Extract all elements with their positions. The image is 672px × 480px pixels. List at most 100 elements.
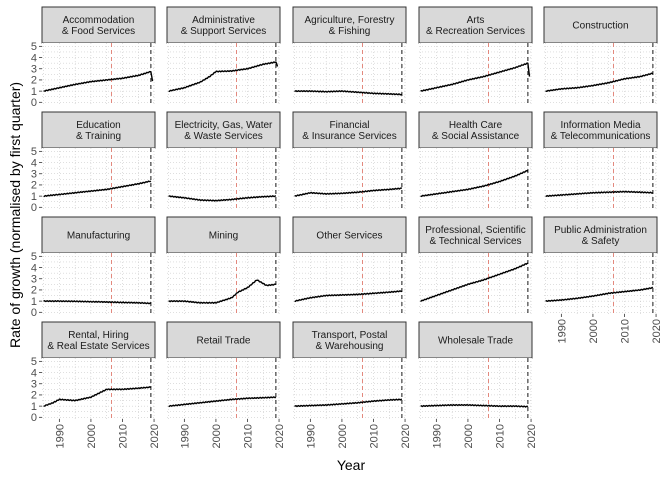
y-axis-title: Rate of growth (normalised by first quar…: [7, 82, 23, 348]
facet-strip-label: Transport, Postal: [312, 330, 388, 341]
y-tick-label: 5: [31, 356, 37, 368]
facet-strip-label: Professional, Scientific: [425, 225, 526, 236]
x-axis-title: Year: [337, 457, 366, 473]
facet-strip-label: & Warehousing: [316, 341, 384, 352]
facet-strip-label: & Technical Services: [429, 236, 521, 247]
facet-strip-label: Construction: [572, 21, 628, 32]
x-tick-label: 1990: [556, 319, 568, 343]
facet-strip-label: Education: [76, 120, 120, 131]
facet-strip-label: Rental, Hiring: [68, 330, 129, 341]
facet-panels: Accommodation& Food Services012345Admini…: [31, 6, 658, 424]
facet-strip-label: Wholesale Trade: [438, 336, 513, 347]
facet-panel: Agriculture, Forestry& Fishing: [292, 6, 407, 104]
facet-panel: Administrative& Support Services: [166, 6, 281, 104]
facet-panel: Retail Trade: [166, 321, 281, 419]
y-tick-label: 3: [31, 169, 37, 181]
x-tick-label: 1990: [305, 424, 317, 448]
facet-strip: [292, 216, 407, 254]
facet-strip-label: Mining: [209, 231, 238, 242]
y-tick-label: 5: [31, 41, 37, 53]
y-tick-label: 2: [31, 75, 37, 87]
x-tick-label: 2010: [117, 424, 129, 448]
facet-strip: [41, 216, 156, 254]
x-tick-label: 2000: [86, 424, 98, 448]
y-tick-label: 2: [31, 285, 37, 297]
panel-background: [42, 43, 155, 104]
y-tick-label: 4: [31, 52, 37, 64]
y-tick-label: 1: [31, 86, 37, 98]
facet-strip-label: Agriculture, Forestry: [304, 15, 394, 26]
facet-strip-label: & Waste Services: [184, 131, 263, 142]
facet-strip: [418, 216, 533, 254]
facet-strip-label: & Insurance Services: [302, 131, 397, 142]
facet-panel: Transport, Postal& Warehousing: [292, 321, 407, 419]
y-tick-label: 2: [31, 390, 37, 402]
y-tick-label: 2: [31, 180, 37, 192]
facet-strip-label: & Training: [76, 131, 121, 142]
facet-panel: Mining: [166, 216, 281, 314]
panel-background: [167, 358, 280, 419]
y-tick-label: 1: [31, 296, 37, 308]
facet-strip: [41, 6, 156, 44]
facet-panel: Health Care& Social Assistance: [418, 111, 533, 209]
x-tick-label: 2000: [337, 424, 349, 448]
facet-strip-label: & Fishing: [329, 26, 371, 37]
series-line: [420, 262, 529, 303]
series-line: [545, 286, 654, 302]
facet-strip-label: Information Media: [560, 120, 640, 131]
x-tick-label: 2010: [619, 319, 631, 343]
x-tick-label: 2010: [494, 424, 506, 448]
panel-background: [167, 148, 280, 209]
facet-panel: Professional, Scientific& Technical Serv…: [418, 216, 533, 314]
facet-strip: [543, 111, 658, 149]
series-line: [294, 398, 402, 408]
panel-background: [167, 43, 280, 104]
y-tick-label: 1: [31, 401, 37, 413]
x-tick-label: 2000: [211, 424, 223, 448]
facet-strip: [292, 6, 407, 44]
facet-panel: Electricity, Gas, Water& Waste Services: [166, 111, 281, 209]
y-tick-label: 4: [31, 262, 37, 274]
facet-strip-label: & Support Services: [181, 26, 267, 37]
series-line: [43, 180, 152, 198]
facet-strip-label: Accommodation: [63, 15, 135, 26]
y-tick-label: 1: [31, 191, 37, 203]
facet-strip-label: Financial: [329, 120, 369, 131]
x-tick-label: 1990: [179, 424, 191, 448]
facet-strip: [418, 321, 533, 359]
series-line: [168, 195, 276, 202]
series-line: [545, 72, 654, 93]
facet-strip-label: Other Services: [316, 231, 382, 242]
x-tick-label: 2010: [242, 424, 254, 448]
x-tick-label: 2020: [526, 424, 538, 448]
facet-strip-label: Administrative: [192, 15, 255, 26]
facet-strip-label: & Recreation Services: [426, 26, 525, 37]
panel-background: [167, 253, 280, 314]
series-line: [168, 279, 276, 304]
x-tick-label: 2010: [368, 424, 380, 448]
series-line: [420, 62, 531, 92]
x-axes: 1990 2000 2010 2020 1990 2000 2010 2020 1990 2000…: [54, 314, 663, 448]
series-line: [168, 61, 279, 93]
panel-background: [293, 148, 406, 209]
facet-strip: [166, 216, 281, 254]
x-tick-label: 1990: [431, 424, 443, 448]
series-line: [294, 89, 402, 96]
y-tick-label: 0: [31, 307, 37, 319]
y-tick-label: 4: [31, 367, 37, 379]
y-tick-label: 5: [31, 251, 37, 263]
y-tick-label: 3: [31, 379, 37, 391]
x-tick-label: 2020: [400, 424, 412, 448]
x-tick-label: 2000: [463, 424, 475, 448]
panel-background: [419, 43, 532, 104]
panel-background: [293, 253, 406, 314]
facet-strip-label: & Real Estate Services: [47, 341, 149, 352]
series-line: [43, 70, 154, 92]
facet-panel: Information Media& Telecommunications: [543, 111, 658, 209]
y-tick-label: 0: [31, 97, 37, 109]
panel-background: [544, 253, 657, 314]
facet-strip-label: & Food Services: [62, 26, 135, 37]
facet-panel: Public Administration& Safety: [543, 216, 658, 314]
